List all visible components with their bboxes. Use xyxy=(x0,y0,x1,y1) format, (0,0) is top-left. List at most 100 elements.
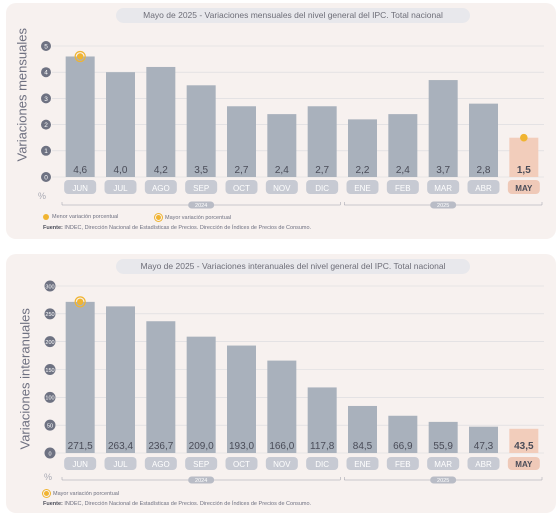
legend-label: Mayor variación porcentual xyxy=(53,490,120,497)
month-pill xyxy=(265,457,298,470)
data-label: 43,5 xyxy=(514,441,534,452)
unit-label: % xyxy=(38,191,47,201)
x-tick-label: DIC xyxy=(315,184,329,193)
y-tick-marker xyxy=(44,280,56,292)
month-pill xyxy=(467,180,500,194)
y-tick-marker xyxy=(44,336,56,348)
source-note: Fuente: INDEC, Dirección Nacional de Est… xyxy=(43,501,311,507)
data-label: 3,5 xyxy=(194,165,208,176)
data-label: 193,0 xyxy=(229,441,254,452)
interannual-chart-panel: Mayo de 2025 - Variaciones interanuales … xyxy=(6,254,556,513)
y-tick-marker xyxy=(44,364,56,375)
source-label: Fuente: xyxy=(43,225,63,231)
bar xyxy=(65,56,95,178)
bar xyxy=(186,336,216,453)
bar xyxy=(227,345,256,453)
y-tick-marker xyxy=(41,145,51,156)
bar xyxy=(106,72,135,177)
data-label: 2,8 xyxy=(477,165,491,176)
bar xyxy=(428,421,458,453)
data-label: 2,2 xyxy=(356,165,370,176)
y-tick-marker xyxy=(44,447,56,459)
month-pill xyxy=(507,180,540,194)
month-pill xyxy=(225,457,258,470)
ring-dot-icon xyxy=(43,490,50,497)
data-label: 117,8 xyxy=(310,441,335,452)
max-marker xyxy=(76,298,84,306)
bar xyxy=(146,321,176,453)
y-tick-marker xyxy=(41,41,51,51)
bar xyxy=(186,85,216,177)
month-pill xyxy=(386,457,419,470)
x-tick-label: ENE xyxy=(354,184,370,193)
source-label: Fuente: xyxy=(43,501,63,507)
month-pill xyxy=(346,180,379,194)
month-pill xyxy=(144,180,177,194)
month-pill xyxy=(427,457,460,470)
data-label: 4,2 xyxy=(154,165,168,176)
y-tick-marker xyxy=(41,93,51,104)
month-pill xyxy=(104,180,137,194)
data-label: 2,4 xyxy=(396,165,410,176)
x-tick-label: AGO xyxy=(152,460,170,469)
bar xyxy=(469,426,498,453)
month-pill xyxy=(386,180,419,194)
y-tick-marker xyxy=(44,419,56,431)
bar xyxy=(348,405,377,453)
month-pill xyxy=(306,180,339,194)
x-tick-label: JUL xyxy=(113,184,128,193)
year-pill xyxy=(188,201,215,209)
source-text: INDEC, Dirección Nacional de Estadística… xyxy=(64,501,312,507)
month-pill xyxy=(225,180,258,194)
year-pill xyxy=(430,201,457,209)
solid-dot-icon xyxy=(43,214,49,220)
bar xyxy=(227,106,256,177)
y-tick-label: 2 xyxy=(44,122,48,129)
data-label: 209,0 xyxy=(189,441,214,452)
month-pill xyxy=(507,457,540,470)
y-tick-label: 100 xyxy=(45,396,54,402)
y-tick-label: 0 xyxy=(44,174,48,181)
y-tick-label: 200 xyxy=(45,340,54,346)
data-label: 236,7 xyxy=(148,441,173,452)
legend-item-lowest: Menor variación porcentual xyxy=(43,214,118,220)
data-label: 4,6 xyxy=(73,165,87,176)
y-tick-label: 50 xyxy=(47,424,53,430)
max-marker-ring xyxy=(74,50,86,63)
x-tick-label: DIC xyxy=(315,460,329,469)
data-label: 271,5 xyxy=(68,441,93,452)
bar xyxy=(348,119,377,177)
data-label: 166,0 xyxy=(269,441,294,452)
month-pill xyxy=(144,457,177,470)
y-tick-label: 300 xyxy=(45,284,54,290)
y-tick-label: 1 xyxy=(44,148,48,155)
y-tick-label: 150 xyxy=(45,368,54,374)
data-label: 4,0 xyxy=(114,165,128,176)
y-tick-label: 5 xyxy=(44,43,48,50)
legend-item-highest: Mayor variación porcentual xyxy=(155,214,231,221)
x-tick-label: OCT xyxy=(233,460,250,469)
month-pill xyxy=(104,457,137,470)
data-label: 66,9 xyxy=(393,441,413,452)
bar xyxy=(388,415,418,453)
month-pill xyxy=(64,457,97,470)
bar xyxy=(509,428,539,453)
month-pill xyxy=(185,457,218,470)
x-tick-label: MAY xyxy=(515,460,533,469)
y-tick-label: 4 xyxy=(44,70,48,77)
x-tick-label: AGO xyxy=(152,184,170,193)
bar xyxy=(106,306,135,453)
x-tick-label: JUN xyxy=(72,460,88,469)
month-pill xyxy=(64,180,97,194)
bar xyxy=(388,114,418,177)
data-label: 2,7 xyxy=(235,165,249,176)
x-tick-label: MAY xyxy=(515,184,533,193)
bar xyxy=(65,301,95,453)
legend-label: Mayor variación porcentual xyxy=(165,214,232,221)
data-label: 84,5 xyxy=(353,441,373,452)
month-pill xyxy=(427,180,460,194)
y-tick-label: 0 xyxy=(48,451,51,457)
min-marker xyxy=(520,133,528,142)
y-tick-marker xyxy=(41,119,51,130)
year-label: 2025 xyxy=(437,203,449,209)
